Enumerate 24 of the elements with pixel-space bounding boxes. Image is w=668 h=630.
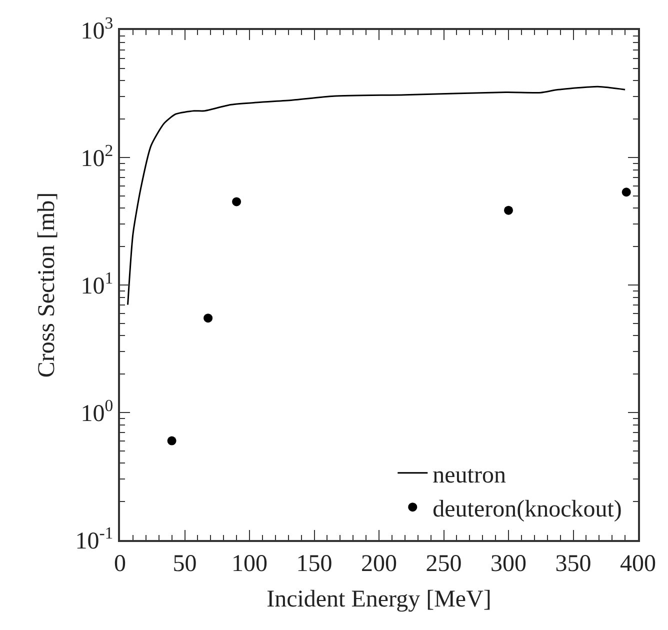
x-tick-label: 350	[555, 550, 592, 577]
point	[167, 436, 176, 446]
y-tick-label: 10$^{3}$	[80, 13, 114, 44]
point	[622, 188, 631, 197]
y-axis-title: Cross Section [mb]	[34, 192, 60, 378]
x-tick-label: 400	[620, 550, 656, 577]
y-tick-label: 10$^{2}$	[80, 140, 114, 172]
x-tick-label: 150	[296, 550, 332, 577]
point	[504, 206, 513, 215]
x-tick-label: 100	[232, 550, 268, 577]
x-axis-title: Incident Energy [MeV]	[266, 586, 492, 613]
y-tick-label: 10$^{-1}$	[75, 523, 114, 554]
point	[232, 197, 242, 206]
x-tick-label: 200	[361, 550, 397, 577]
line-series	[127, 86, 626, 306]
x-tick-label: 0	[114, 550, 126, 577]
legend-label: deuteron(knockout)	[432, 496, 622, 522]
x-tick-label: 50	[172, 550, 197, 577]
x-tick-label: 300	[490, 550, 526, 577]
y-tick-label: 10$^{0}$	[80, 396, 114, 427]
y-tick-label: 10$^{1}$	[80, 268, 114, 300]
x-tick-label: 250	[426, 550, 462, 577]
point	[204, 314, 213, 323]
legend-label: neutron	[432, 462, 506, 488]
